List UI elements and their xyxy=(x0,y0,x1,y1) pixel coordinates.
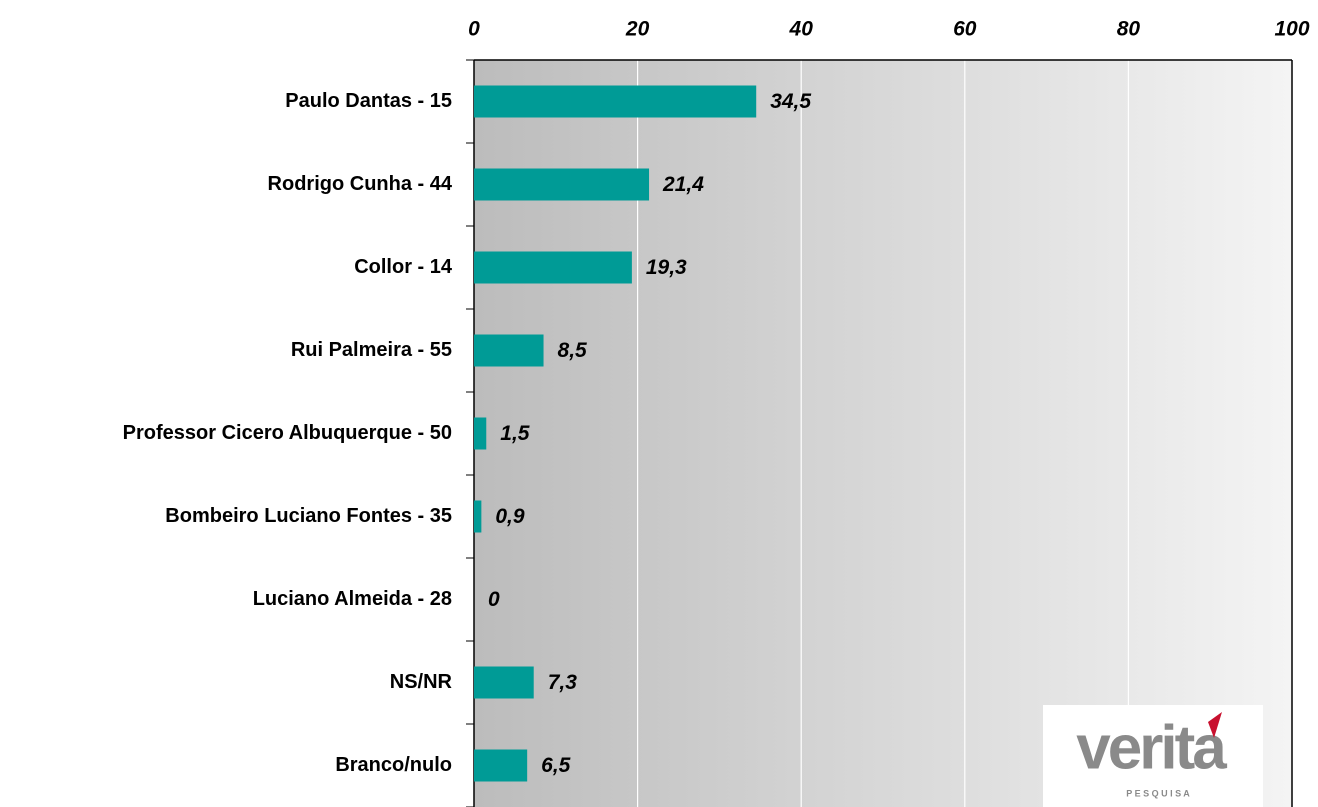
bar xyxy=(474,85,757,118)
category-label: Rui Palmeira - 55 xyxy=(291,339,452,361)
data-label: 6,5 xyxy=(541,754,571,777)
bar xyxy=(474,334,544,367)
category-label: Professor Cicero Albuquerque - 50 xyxy=(123,422,452,444)
data-label: 1,5 xyxy=(500,422,530,445)
logo-subtitle: P E S Q U I S A xyxy=(1126,788,1190,798)
bar xyxy=(474,168,650,201)
bar xyxy=(474,749,528,782)
category-label: Collor - 14 xyxy=(354,256,453,278)
category-label: Luciano Almeida - 28 xyxy=(253,588,452,610)
data-label: 0 xyxy=(488,588,500,611)
data-label: 8,5 xyxy=(558,339,588,362)
bar xyxy=(474,417,487,450)
logo-text: verita xyxy=(1076,713,1227,782)
category-label: Paulo Dantas - 15 xyxy=(285,90,452,112)
category-label: NS/NR xyxy=(390,671,453,693)
x-tick-label: 80 xyxy=(1117,18,1141,41)
bar xyxy=(474,500,482,533)
data-label: 21,4 xyxy=(662,173,704,196)
data-label: 34,5 xyxy=(770,90,811,113)
x-tick-label: 60 xyxy=(953,18,977,41)
logo-box xyxy=(1043,705,1263,807)
data-label: 19,3 xyxy=(646,256,687,279)
x-tick-label: 20 xyxy=(625,18,650,41)
x-tick-label: 40 xyxy=(789,18,814,41)
category-label: Branco/nulo xyxy=(335,754,452,776)
data-label: 0,9 xyxy=(495,505,525,528)
data-label: 7,3 xyxy=(548,671,578,694)
logo-accent xyxy=(1208,712,1222,738)
bar xyxy=(474,251,632,284)
category-label: Rodrigo Cunha - 44 xyxy=(268,173,453,195)
bar xyxy=(474,666,534,699)
x-tick-label: 100 xyxy=(1274,18,1309,41)
category-label: Bombeiro Luciano Fontes - 35 xyxy=(165,505,452,527)
x-tick-label: 0 xyxy=(468,18,480,41)
